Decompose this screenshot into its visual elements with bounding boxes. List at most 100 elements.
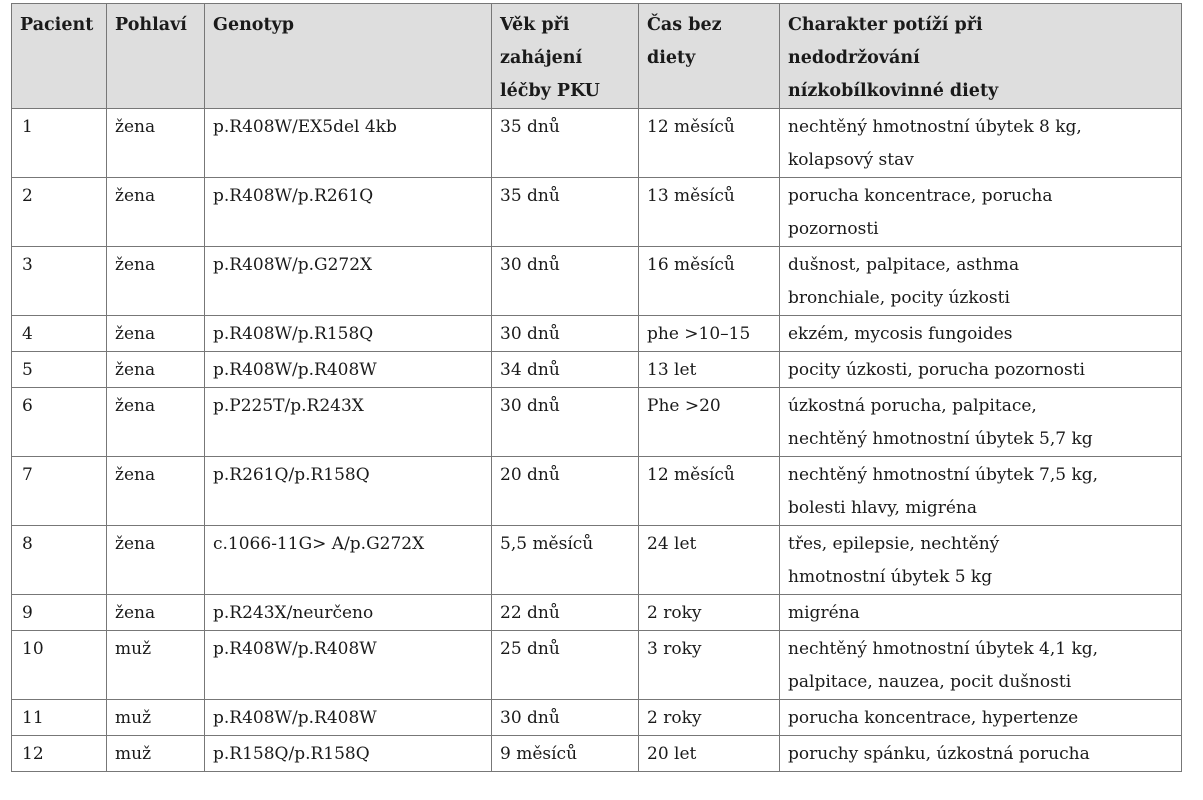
cell-vek-text: 34 dnů bbox=[500, 360, 560, 380]
cell-genotyp: p.R408W/p.R261Q bbox=[204, 177, 492, 247]
cell-pacient-text: 3 bbox=[22, 255, 33, 275]
cell-charakter-text: pocity úzkosti, porucha pozornosti bbox=[788, 360, 1085, 380]
cell-vek: 35 dnů bbox=[491, 108, 639, 178]
cell-pacient: 5 bbox=[11, 351, 107, 388]
cell-pacient-text: 4 bbox=[22, 324, 33, 344]
cell-pohlavi: žena bbox=[106, 246, 205, 316]
cell-cas-bez-diety-text: 2 roky bbox=[647, 708, 702, 728]
cell-vek: 25 dnů bbox=[491, 630, 639, 700]
cell-pacient-text: 5 bbox=[22, 360, 33, 380]
cell-genotyp-text: p.R158Q/p.R158Q bbox=[213, 744, 370, 764]
cell-pacient-text: 12 bbox=[22, 744, 44, 764]
cell-pohlavi: žena bbox=[106, 351, 205, 388]
table-row: 6 žena p.P225T/p.R243X 30 dnů Phe >20 úzkostn… bbox=[11, 387, 1182, 457]
cell-pohlavi-text: žena bbox=[115, 324, 156, 344]
cell-genotyp: p.R408W/EX5del 4kb bbox=[204, 108, 492, 178]
cell-cas-bez-diety-text: phe >10–15 bbox=[647, 324, 751, 344]
cell-genotyp: p.R408W/p.G272X bbox=[204, 246, 492, 316]
cell-charakter-text: nechtěný hmotnostní úbytek 7,5 kg, boles… bbox=[788, 465, 1099, 518]
cell-vek-text: 22 dnů bbox=[500, 603, 560, 623]
cell-pacient: 2 bbox=[11, 177, 107, 247]
cell-pohlavi-text: žena bbox=[115, 117, 156, 137]
cell-charakter-text: úzkostná porucha, palpitace, nechtěný hm… bbox=[788, 396, 1093, 449]
cell-vek-text: 25 dnů bbox=[500, 639, 560, 659]
cell-vek-text: 30 dnů bbox=[500, 324, 560, 344]
cell-genotyp-text: c.1066-11G> A/p.G272X bbox=[213, 534, 425, 554]
cell-cas-bez-diety-text: 16 měsíců bbox=[647, 255, 735, 275]
cell-vek-text: 35 dnů bbox=[500, 117, 560, 137]
cell-cas-bez-diety: 13 let bbox=[638, 351, 780, 388]
cell-cas-bez-diety: 24 let bbox=[638, 525, 780, 595]
cell-cas-bez-diety: 12 měsíců bbox=[638, 108, 780, 178]
cell-pacient-text: 9 bbox=[22, 603, 33, 623]
cell-pohlavi-text: žena bbox=[115, 255, 156, 275]
table-container: Pacient Pohlaví Genotyp Věk při zahájení… bbox=[11, 3, 1182, 772]
cell-pacient: 6 bbox=[11, 387, 107, 457]
cell-charakter-text: porucha koncentrace, porucha pozornosti bbox=[788, 186, 1053, 239]
cell-genotyp-text: p.P225T/p.R243X bbox=[213, 396, 364, 416]
cell-charakter-text: dušnost, palpitace, asthma bronchiale, p… bbox=[788, 255, 1020, 308]
cell-pohlavi-text: muž bbox=[115, 708, 152, 728]
cell-pacient-text: 11 bbox=[22, 708, 44, 728]
header-pohlavi: Pohlaví bbox=[106, 3, 205, 109]
cell-charakter: porucha koncentrace, porucha pozornosti bbox=[779, 177, 1182, 247]
cell-vek-text: 5,5 měsíců bbox=[500, 534, 594, 554]
cell-genotyp: p.R408W/p.R408W bbox=[204, 699, 492, 736]
cell-genotyp-text: p.R408W/p.R261Q bbox=[213, 186, 374, 206]
table-row: 3 žena p.R408W/p.G272X 30 dnů 16 měsíců dušno… bbox=[11, 246, 1182, 316]
cell-cas-bez-diety-text: 20 let bbox=[647, 744, 697, 764]
cell-charakter: porucha koncentrace, hypertenze bbox=[779, 699, 1182, 736]
table-row: 4 žena p.R408W/p.R158Q 30 dnů phe >10–15 ekzé… bbox=[11, 315, 1182, 352]
header-charakter-potizi: Charakter potíží při nedodržování nízkob… bbox=[779, 3, 1182, 109]
cell-pohlavi-text: muž bbox=[115, 639, 152, 659]
cell-charakter: migréna bbox=[779, 594, 1182, 631]
cell-genotyp-text: p.R408W/p.R158Q bbox=[213, 324, 374, 344]
table-row: 9 žena p.R243X/neurčeno 22 dnů 2 roky migréna bbox=[11, 594, 1182, 631]
cell-pohlavi: žena bbox=[106, 387, 205, 457]
cell-pacient-text: 1 bbox=[22, 117, 33, 137]
cell-genotyp: p.R261Q/p.R158Q bbox=[204, 456, 492, 526]
cell-pohlavi-text: žena bbox=[115, 396, 156, 416]
cell-charakter-text: nechtěný hmotnostní úbytek 8 kg, kolapso… bbox=[788, 117, 1082, 170]
table-row: 11 muž p.R408W/p.R408W 30 dnů 2 roky porucha … bbox=[11, 699, 1182, 736]
cell-cas-bez-diety-text: Phe >20 bbox=[647, 396, 721, 416]
cell-vek: 35 dnů bbox=[491, 177, 639, 247]
cell-pacient-text: 8 bbox=[22, 534, 33, 554]
cell-cas-bez-diety-text: 24 let bbox=[647, 534, 697, 554]
cell-cas-bez-diety-text: 3 roky bbox=[647, 639, 702, 659]
cell-charakter-text: třes, epilepsie, nechtěný hmotnostní úby… bbox=[788, 534, 1000, 587]
cell-charakter: třes, epilepsie, nechtěný hmotnostní úby… bbox=[779, 525, 1182, 595]
cell-pohlavi: žena bbox=[106, 594, 205, 631]
patients-table: Pacient Pohlaví Genotyp Věk při zahájení… bbox=[11, 3, 1182, 772]
cell-genotyp-text: p.R408W/p.R408W bbox=[213, 360, 377, 380]
cell-vek-text: 35 dnů bbox=[500, 186, 560, 206]
cell-cas-bez-diety: 3 roky bbox=[638, 630, 780, 700]
table-row: 7 žena p.R261Q/p.R158Q 20 dnů 12 měsíců necht… bbox=[11, 456, 1182, 526]
cell-pohlavi: žena bbox=[106, 108, 205, 178]
cell-pohlavi: muž bbox=[106, 630, 205, 700]
cell-vek-text: 9 měsíců bbox=[500, 744, 578, 764]
cell-vek: 34 dnů bbox=[491, 351, 639, 388]
cell-cas-bez-diety-text: 13 měsíců bbox=[647, 186, 735, 206]
cell-cas-bez-diety-text: 12 měsíců bbox=[647, 117, 735, 137]
cell-vek-text: 30 dnů bbox=[500, 396, 560, 416]
cell-cas-bez-diety-text: 12 měsíců bbox=[647, 465, 735, 485]
cell-charakter: ekzém, mycosis fungoides bbox=[779, 315, 1182, 352]
cell-cas-bez-diety: 16 měsíců bbox=[638, 246, 780, 316]
header-genotyp: Genotyp bbox=[204, 3, 492, 109]
cell-pohlavi: žena bbox=[106, 456, 205, 526]
cell-charakter: dušnost, palpitace, asthma bronchiale, p… bbox=[779, 246, 1182, 316]
cell-genotyp-text: p.R408W/p.R408W bbox=[213, 639, 377, 659]
cell-pacient-text: 2 bbox=[22, 186, 33, 206]
cell-pohlavi: muž bbox=[106, 699, 205, 736]
cell-genotyp: c.1066-11G> A/p.G272X bbox=[204, 525, 492, 595]
table-row: 1 žena p.R408W/EX5del 4kb 35 dnů 12 měsíců ne… bbox=[11, 108, 1182, 178]
cell-pohlavi-text: žena bbox=[115, 465, 156, 485]
cell-genotyp: p.R408W/p.R158Q bbox=[204, 315, 492, 352]
cell-charakter-text: ekzém, mycosis fungoides bbox=[788, 324, 1013, 344]
cell-pacient: 10 bbox=[11, 630, 107, 700]
cell-cas-bez-diety: Phe >20 bbox=[638, 387, 780, 457]
cell-genotyp: p.R408W/p.R408W bbox=[204, 630, 492, 700]
cell-pohlavi: žena bbox=[106, 315, 205, 352]
cell-pohlavi: muž bbox=[106, 735, 205, 772]
